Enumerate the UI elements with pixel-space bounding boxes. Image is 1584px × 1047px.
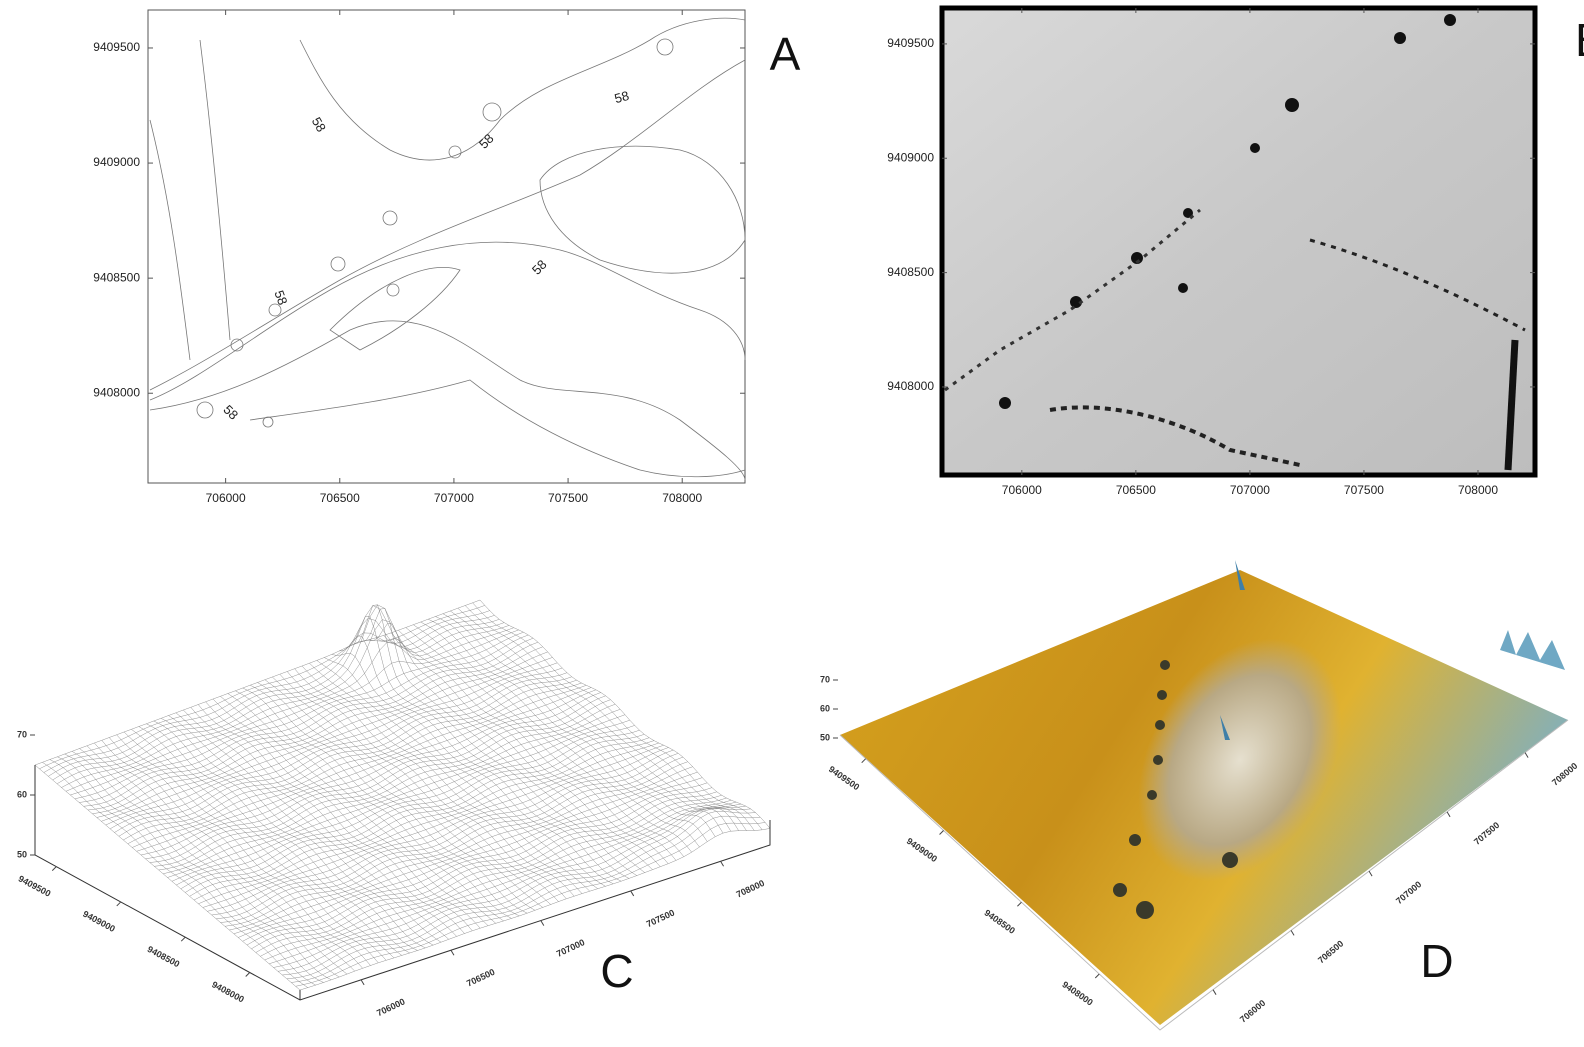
y-tick	[1095, 974, 1099, 978]
y-tick-label: 9408500	[146, 944, 182, 969]
wire-line	[194, 741, 654, 900]
x-tick-label: 706500	[465, 967, 496, 989]
x-tick	[1213, 990, 1216, 995]
x-tick-label: 707000	[434, 491, 474, 505]
x-tick-label: 707500	[548, 491, 588, 505]
panel-letter: C	[600, 945, 633, 997]
y-tick	[181, 937, 185, 941]
x-tick-label: 706000	[375, 996, 406, 1018]
y-tick-label: 9409500	[17, 873, 53, 898]
wire-line	[221, 757, 684, 922]
x-tick-label: 708000	[735, 878, 766, 900]
wire-line	[119, 677, 572, 837]
panel-c: C 706000 706500 707000 707500 708000 9408000 9…	[17, 600, 770, 1018]
x-tick-label: 707000	[1230, 483, 1270, 497]
wire-line	[39, 605, 484, 768]
x-tick-label: 706000	[1002, 483, 1042, 497]
x-tick	[1447, 812, 1450, 817]
y-tick-label: 9409500	[827, 764, 861, 792]
wire-line	[66, 628, 514, 792]
panel-letter: D	[1420, 935, 1453, 987]
wire-line	[296, 823, 766, 987]
x-tick	[1291, 930, 1294, 935]
x-tick-label: 707500	[1472, 820, 1501, 847]
x-tick-label: 706500	[1116, 483, 1156, 497]
x-tick	[1369, 871, 1372, 876]
y-tick-label: 9409000	[905, 836, 939, 864]
y-tick	[1017, 902, 1021, 906]
y-tick	[862, 759, 866, 763]
panel-b: B 706000 706500 707000 707500 708000 9408000 9…	[887, 8, 1584, 497]
z-tick-label: 50	[820, 732, 830, 742]
x-tick	[721, 861, 724, 866]
z-tick-label: 70	[820, 674, 830, 684]
wire-line	[123, 680, 576, 840]
y-tick-label: 9409000	[93, 155, 140, 169]
wire-line	[324, 658, 605, 887]
y-tick-label: 9408000	[1060, 979, 1094, 1007]
z-tick-label: 50	[17, 849, 27, 859]
y-tick-label: 9408000	[887, 379, 934, 393]
x-tick-label: 706000	[206, 491, 246, 505]
y-tick-label: 9408000	[210, 979, 246, 1004]
x-tick-label: 708000	[662, 491, 702, 505]
relief-map	[942, 8, 1535, 475]
x-tick-label: 706500	[320, 491, 360, 505]
panel-letter: B	[1575, 14, 1584, 66]
y-tick-label: 9409000	[887, 150, 934, 164]
y-tick	[940, 830, 944, 834]
x-tick	[451, 950, 454, 955]
z-tick-label: 60	[17, 789, 27, 799]
y-tick	[246, 972, 250, 976]
wire-line	[272, 677, 550, 905]
x-tick-label: 706000	[1238, 998, 1267, 1025]
y-tick-label: 9408500	[93, 270, 140, 284]
x-tick	[1525, 753, 1528, 758]
wire-line	[48, 615, 494, 776]
wire-line	[287, 672, 566, 899]
wireframe-surface	[35, 600, 770, 990]
wire-line	[190, 738, 650, 897]
x-tick-label: 707000	[1394, 879, 1423, 906]
x-tick-label: 706500	[1316, 938, 1345, 965]
figure: 58 58 58 58 58 58 A 70600070650070700070…	[0, 0, 1584, 1047]
wire-line	[265, 800, 732, 960]
y-tick-label: 9409500	[887, 36, 934, 50]
y-tick-label: 9409000	[81, 909, 117, 934]
wire-line	[391, 633, 676, 861]
wire-line	[128, 683, 582, 844]
y-tick	[52, 867, 56, 871]
y-tick-label: 9408500	[983, 908, 1017, 936]
wire-line	[229, 767, 692, 930]
y-tick-label: 9408500	[887, 265, 934, 279]
wire-line	[282, 809, 750, 975]
x-tick	[541, 921, 544, 926]
x-tick-label: 707000	[555, 937, 586, 959]
x-tick	[361, 980, 364, 985]
wire-line	[44, 611, 490, 773]
y-tick	[117, 902, 121, 906]
x-tick-label: 708000	[1550, 761, 1579, 788]
z-tick-label: 70	[17, 729, 27, 739]
wire-line	[413, 625, 699, 847]
x-tick-label: 707500	[645, 907, 676, 929]
z-tick-label: 60	[820, 703, 830, 713]
wire-line	[291, 816, 760, 982]
wire-line	[260, 798, 726, 956]
wire-line	[145, 693, 600, 859]
wire-line	[398, 630, 683, 857]
wire-line	[256, 795, 722, 952]
wire-line	[480, 600, 770, 828]
wire-line	[198, 743, 658, 904]
x-tick-label: 708000	[1458, 483, 1498, 497]
panel-d: D 706000 706500 707000 707500 708000 9408000 9…	[820, 560, 1579, 1030]
x-tick	[631, 891, 634, 896]
y-tick-label: 9409500	[93, 40, 140, 54]
x-tick-label: 707500	[1344, 483, 1384, 497]
panel-letter: A	[770, 28, 801, 80]
y-tick-label: 9408000	[93, 385, 140, 399]
wire-line	[141, 690, 596, 855]
wire-line	[53, 606, 500, 781]
